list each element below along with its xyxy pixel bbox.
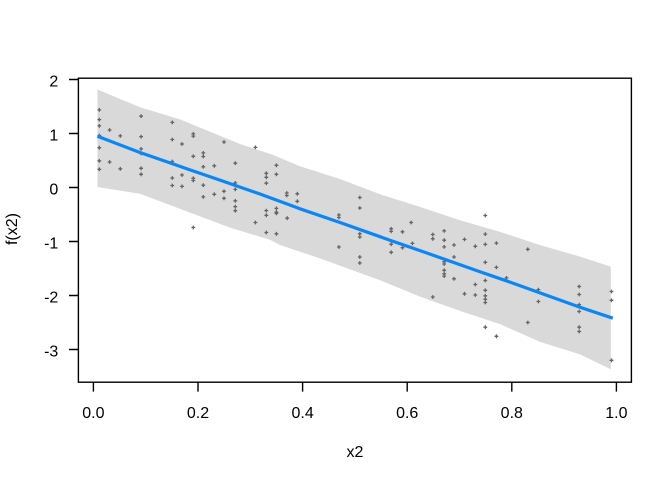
svg-text:0.2: 0.2 <box>187 405 209 422</box>
svg-text:0.0: 0.0 <box>82 405 104 422</box>
svg-text:0.4: 0.4 <box>291 405 313 422</box>
svg-text:0: 0 <box>49 182 58 199</box>
svg-text:x2: x2 <box>346 444 363 461</box>
svg-text:-1: -1 <box>44 236 58 253</box>
svg-text:0.6: 0.6 <box>396 405 418 422</box>
svg-text:2: 2 <box>49 74 58 91</box>
svg-text:-3: -3 <box>44 344 58 361</box>
svg-text:0.8: 0.8 <box>501 405 523 422</box>
svg-text:1.0: 1.0 <box>605 405 627 422</box>
svg-text:f(x2): f(x2) <box>4 213 21 245</box>
svg-text:-2: -2 <box>44 290 58 307</box>
svg-text:1: 1 <box>49 128 58 145</box>
